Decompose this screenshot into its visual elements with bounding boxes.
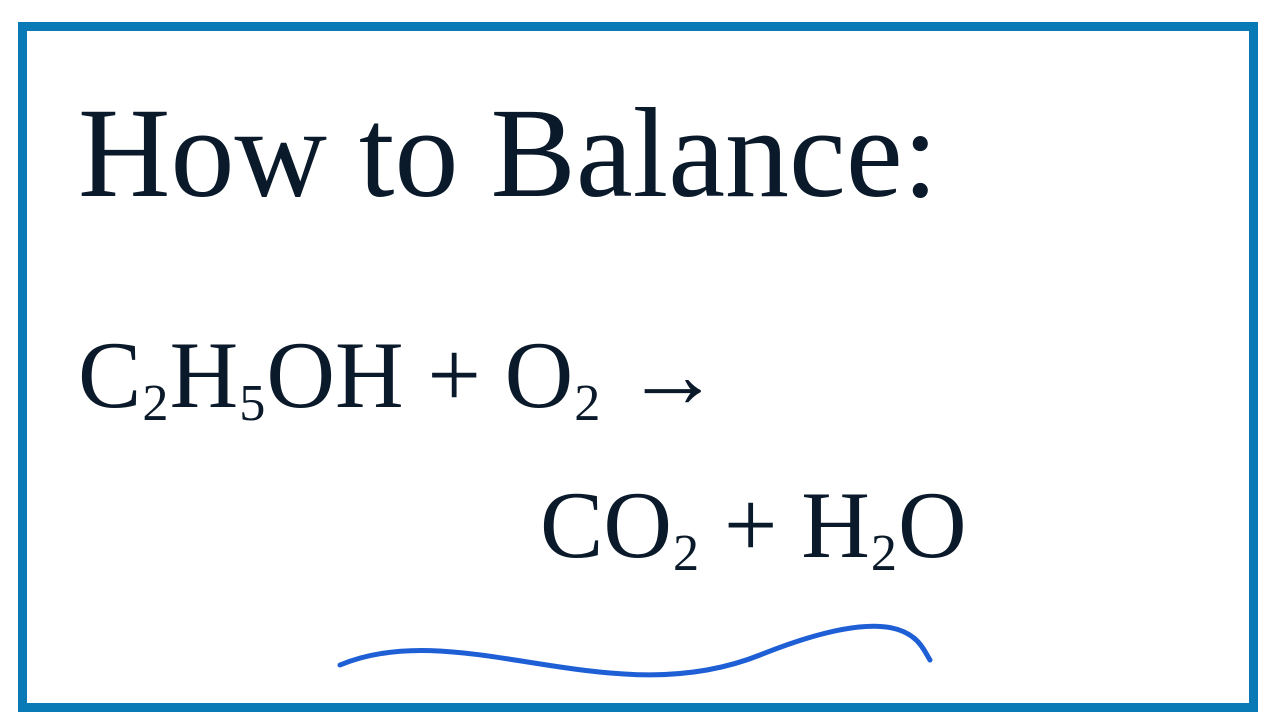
plus-operator: + xyxy=(724,470,778,580)
element-symbol: H xyxy=(335,320,404,430)
subscript: 5 xyxy=(239,373,265,433)
equation-products: CO2+H2O xyxy=(540,470,967,580)
element-symbol: C xyxy=(78,320,141,430)
subscript: 2 xyxy=(574,373,600,433)
subscript: 2 xyxy=(142,373,168,433)
subscript: 2 xyxy=(871,523,897,583)
plus-operator: + xyxy=(427,320,481,430)
subscript: 2 xyxy=(673,523,699,583)
element-symbol: O xyxy=(505,320,574,430)
element-symbol: O xyxy=(266,320,335,430)
underline-swoosh xyxy=(330,620,940,690)
element-symbol: O xyxy=(898,470,967,580)
element-symbol: H xyxy=(801,470,870,580)
element-symbol: H xyxy=(170,320,239,430)
equation-reactants: C2H5OH+O2→ xyxy=(78,320,744,430)
reaction-arrow: → xyxy=(625,320,720,430)
element-symbol: C xyxy=(540,470,603,580)
slide-title: How to Balance: xyxy=(78,80,938,227)
element-symbol: O xyxy=(603,470,672,580)
